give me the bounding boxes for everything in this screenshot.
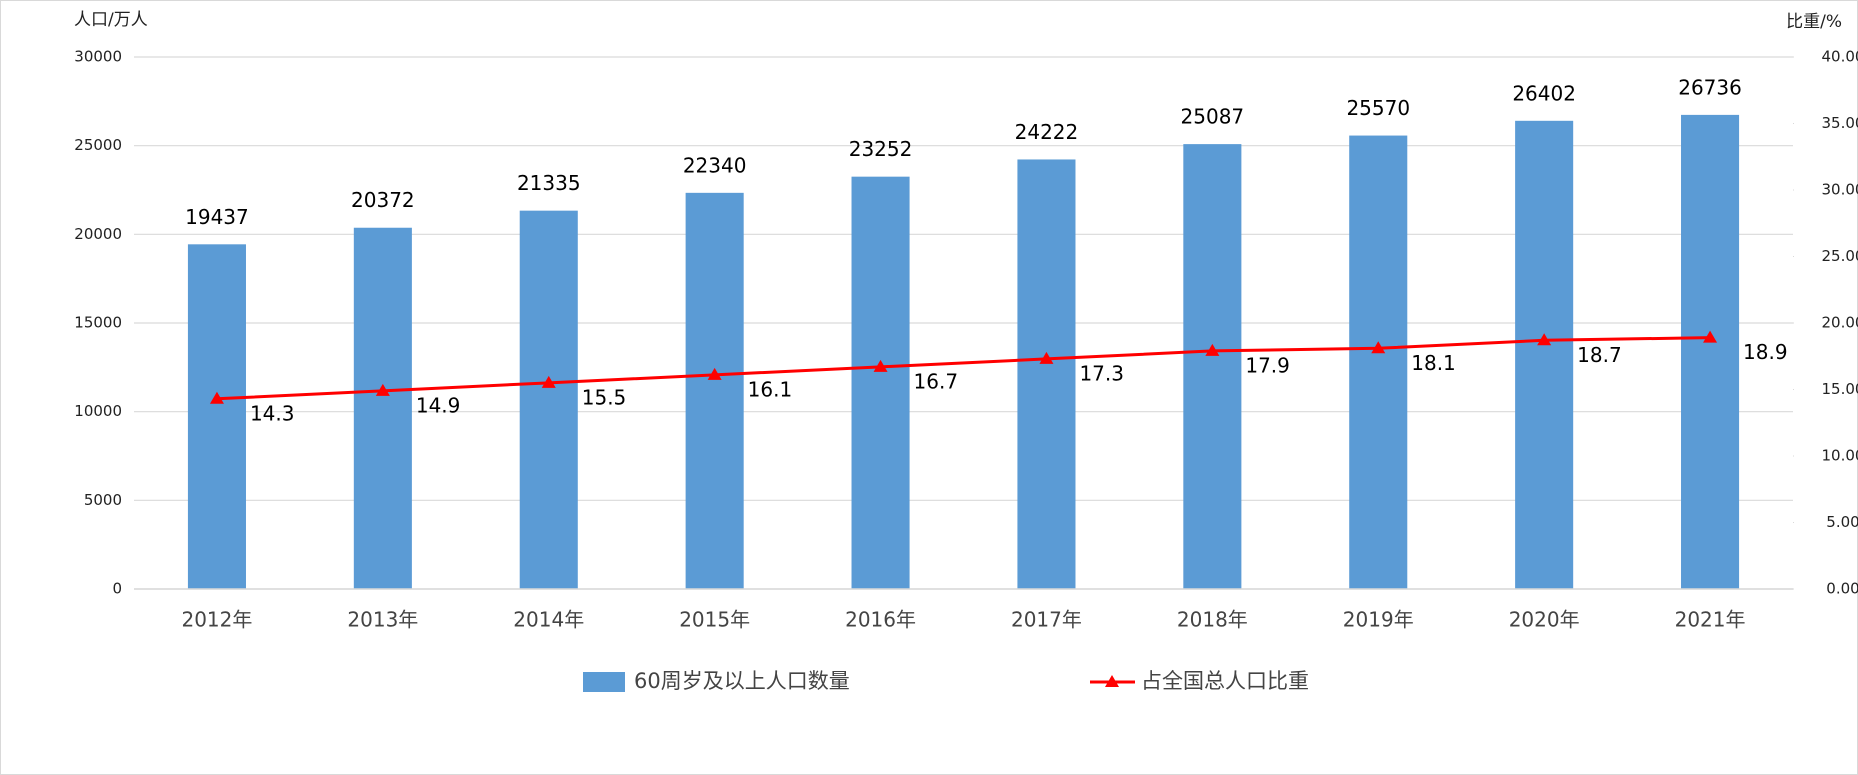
y2-tick-label: 5.00 <box>1826 513 1858 531</box>
x-tick-label: 2021年 <box>1675 608 1746 632</box>
bar-value-label: 22340 <box>683 153 747 177</box>
x-tick-label: 2018年 <box>1177 608 1248 632</box>
y2-tick-label: 25.00 <box>1822 247 1858 265</box>
bar <box>1349 135 1408 590</box>
line-value-label: 14.3 <box>250 401 295 425</box>
x-tick-label: 2014年 <box>513 608 584 632</box>
bar-value-label: 21335 <box>517 171 581 195</box>
line-value-label: 15.5 <box>582 385 627 409</box>
y-tick-label: 5000 <box>84 491 122 509</box>
line-value-label: 14.9 <box>416 393 461 417</box>
bar <box>353 227 412 590</box>
bar-value-label: 26402 <box>1512 81 1576 105</box>
bar <box>1183 144 1242 589</box>
line-value-label: 18.7 <box>1577 343 1622 367</box>
bar <box>1515 120 1574 589</box>
legend-marker <box>1105 675 1119 687</box>
line-value-label: 18.9 <box>1743 340 1788 364</box>
line-marker <box>1703 330 1718 343</box>
legend-label: 占全国总人口比重 <box>1141 669 1309 693</box>
line-value-label: 17.9 <box>1245 353 1290 377</box>
bar <box>1681 114 1740 590</box>
line-marker <box>1205 343 1220 356</box>
x-tick-label: 2012年 <box>181 608 252 632</box>
x-tick-label: 2019年 <box>1343 608 1414 632</box>
y-tick-label: 25000 <box>74 136 122 154</box>
line-marker <box>541 375 556 388</box>
bar <box>187 244 246 589</box>
line-value-label: 18.1 <box>1411 351 1456 375</box>
y-tick-label: 30000 <box>74 48 122 66</box>
x-tick-label: 2017年 <box>1011 608 1082 632</box>
y2-tick-label: 40.00 <box>1822 48 1858 66</box>
line-value-label: 16.7 <box>914 369 959 393</box>
line-marker <box>707 367 722 380</box>
bar <box>685 192 744 589</box>
y-tick-label: 15000 <box>74 314 122 332</box>
y-tick-label: 20000 <box>74 225 122 243</box>
y2-axis-title: 比重/% <box>1786 12 1842 32</box>
y-tick-label: 0 <box>112 580 122 598</box>
line-marker <box>1537 333 1552 346</box>
bar <box>851 176 910 589</box>
bar-value-label: 23252 <box>849 137 913 161</box>
y-tick-label: 10000 <box>74 402 122 420</box>
line-marker <box>375 383 390 396</box>
line-marker <box>1371 341 1386 354</box>
x-tick-label: 2015年 <box>679 608 750 632</box>
legend-swatch <box>583 672 625 692</box>
line-marker <box>1039 351 1054 364</box>
bar <box>1017 159 1076 589</box>
bar-value-label: 20372 <box>351 188 415 212</box>
line <box>216 336 1711 401</box>
bar-value-label: 24222 <box>1015 120 1079 144</box>
y-axis-title: 人口/万人 <box>74 10 148 30</box>
line-marker <box>209 391 224 404</box>
x-tick-label: 2016年 <box>845 608 916 632</box>
line-value-label: 16.1 <box>748 377 793 401</box>
y2-tick-label: 0.00 <box>1826 580 1858 598</box>
bar-value-label: 25087 <box>1181 105 1245 129</box>
y2-tick-label: 35.00 <box>1822 114 1858 132</box>
x-tick-label: 2013年 <box>347 608 418 632</box>
bar-value-label: 26736 <box>1678 75 1742 99</box>
y2-tick-label: 30.00 <box>1822 181 1858 199</box>
bar-value-label: 25570 <box>1346 96 1410 120</box>
y2-tick-label: 10.00 <box>1822 447 1858 465</box>
y2-tick-label: 15.00 <box>1822 380 1858 398</box>
x-tick-label: 2020年 <box>1509 608 1580 632</box>
bar <box>519 210 578 589</box>
line-value-label: 17.3 <box>1079 361 1124 385</box>
bar-value-label: 19437 <box>185 205 249 229</box>
y2-tick-label: 20.00 <box>1822 314 1858 332</box>
legend-label: 60周岁及以上人口数量 <box>634 669 850 693</box>
line-marker <box>873 359 888 372</box>
